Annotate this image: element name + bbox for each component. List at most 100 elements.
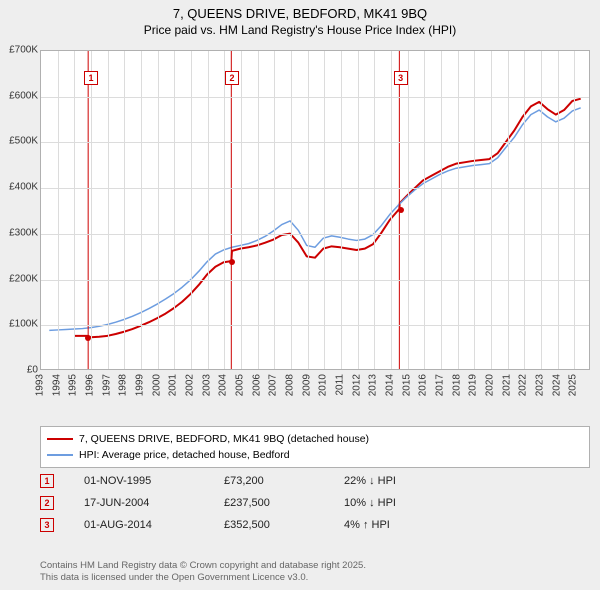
legend: 7, QUEENS DRIVE, BEDFORD, MK41 9BQ (deta…	[40, 426, 590, 468]
gridline-v	[341, 51, 342, 369]
gridline-v	[491, 51, 492, 369]
gridline-v	[474, 51, 475, 369]
xtick-label: 2021	[501, 374, 512, 396]
sale-delta: 4% ↑ HPI	[344, 519, 464, 531]
xtick-label: 2016	[418, 374, 429, 396]
sale-price: £237,500	[224, 497, 344, 509]
sale-marker: 3	[40, 518, 54, 532]
ytick-label: £600K	[0, 90, 38, 101]
xtick-label: 2017	[435, 374, 446, 396]
sale-delta: 10% ↓ HPI	[344, 497, 464, 509]
sale-price: £352,500	[224, 519, 344, 531]
xtick-label: 2001	[168, 374, 179, 396]
xtick-label: 1998	[118, 374, 129, 396]
xtick-label: 2012	[351, 374, 362, 396]
ytick-label: £0	[0, 365, 38, 376]
gridline-v	[274, 51, 275, 369]
legend-swatch	[47, 438, 73, 440]
gridline-v	[374, 51, 375, 369]
xtick-label: 2007	[268, 374, 279, 396]
xtick-label: 2014	[385, 374, 396, 396]
gridline-v	[141, 51, 142, 369]
gridline-v	[124, 51, 125, 369]
marker-dot	[85, 335, 91, 341]
sale-price: £73,200	[224, 475, 344, 487]
gridline-v	[541, 51, 542, 369]
xtick-label: 2018	[451, 374, 462, 396]
sale-marker: 1	[40, 474, 54, 488]
marker-dot	[229, 259, 235, 265]
xtick-label: 2004	[218, 374, 229, 396]
sale-date: 01-NOV-1995	[84, 475, 224, 487]
xtick-label: 1993	[35, 374, 46, 396]
gridline-v	[258, 51, 259, 369]
xtick-label: 2015	[401, 374, 412, 396]
gridline-v	[324, 51, 325, 369]
xtick-label: 2006	[251, 374, 262, 396]
ytick-label: £200K	[0, 273, 38, 284]
series-line	[49, 108, 580, 331]
ytick-label: £300K	[0, 227, 38, 238]
xtick-label: 1996	[85, 374, 96, 396]
chart: 123 £0£100K£200K£300K£400K£500K£600K£700…	[0, 44, 600, 424]
gridline-v	[58, 51, 59, 369]
xtick-label: 2011	[335, 374, 346, 396]
footer: Contains HM Land Registry data © Crown c…	[40, 560, 590, 584]
gridline-v	[291, 51, 292, 369]
xtick-label: 2023	[535, 374, 546, 396]
gridline-v	[158, 51, 159, 369]
delta-arrow-icon: ↑	[363, 519, 369, 531]
xtick-label: 2020	[485, 374, 496, 396]
xtick-label: 1997	[101, 374, 112, 396]
legend-swatch	[47, 454, 73, 456]
delta-arrow-icon: ↓	[369, 475, 375, 487]
sale-date: 01-AUG-2014	[84, 519, 224, 531]
xtick-label: 2003	[201, 374, 212, 396]
sale-row: 3 01-AUG-2014£352,5004% ↑ HPI	[40, 514, 590, 536]
xtick-label: 1995	[68, 374, 79, 396]
ytick-label: £700K	[0, 45, 38, 56]
xtick-label: 2024	[551, 374, 562, 396]
marker-label: 2	[225, 71, 239, 85]
legend-label: HPI: Average price, detached house, Bedf…	[79, 449, 290, 461]
gridline-v	[391, 51, 392, 369]
gridline-v	[424, 51, 425, 369]
ytick-label: £400K	[0, 182, 38, 193]
marker-label: 1	[84, 71, 98, 85]
sale-row: 1 01-NOV-1995£73,20022% ↓ HPI	[40, 470, 590, 492]
xtick-label: 2005	[235, 374, 246, 396]
gridline-v	[574, 51, 575, 369]
legend-item: 7, QUEENS DRIVE, BEDFORD, MK41 9BQ (deta…	[47, 431, 583, 447]
xtick-label: 2013	[368, 374, 379, 396]
gridline-v	[458, 51, 459, 369]
gridline-v	[241, 51, 242, 369]
sale-date: 17-JUN-2004	[84, 497, 224, 509]
xtick-label: 2025	[568, 374, 579, 396]
gridline-v	[108, 51, 109, 369]
plot-area: 1 2 3	[40, 50, 590, 370]
gridline-v	[508, 51, 509, 369]
legend-label: 7, QUEENS DRIVE, BEDFORD, MK41 9BQ (deta…	[79, 433, 369, 445]
page: 7, QUEENS DRIVE, BEDFORD, MK41 9BQ Price…	[0, 0, 600, 590]
gridline-v	[74, 51, 75, 369]
sale-marker: 2	[40, 496, 54, 510]
footer-line2: This data is licensed under the Open Gov…	[40, 572, 590, 584]
xtick-label: 1999	[135, 374, 146, 396]
xtick-label: 2008	[285, 374, 296, 396]
series-line	[74, 99, 580, 338]
marker-label: 3	[394, 71, 408, 85]
gridline-v	[408, 51, 409, 369]
sale-delta: 22% ↓ HPI	[344, 475, 464, 487]
xtick-label: 2019	[468, 374, 479, 396]
sale-row: 2 17-JUN-2004£237,50010% ↓ HPI	[40, 492, 590, 514]
gridline-v	[208, 51, 209, 369]
gridline-v	[191, 51, 192, 369]
delta-arrow-icon: ↓	[369, 497, 375, 509]
footer-line1: Contains HM Land Registry data © Crown c…	[40, 560, 590, 572]
title-block: 7, QUEENS DRIVE, BEDFORD, MK41 9BQ Price…	[0, 0, 600, 38]
xtick-label: 2010	[318, 374, 329, 396]
xtick-label: 2000	[151, 374, 162, 396]
gridline-v	[91, 51, 92, 369]
title-subtitle: Price paid vs. HM Land Registry's House …	[0, 23, 600, 39]
gridline-v	[441, 51, 442, 369]
